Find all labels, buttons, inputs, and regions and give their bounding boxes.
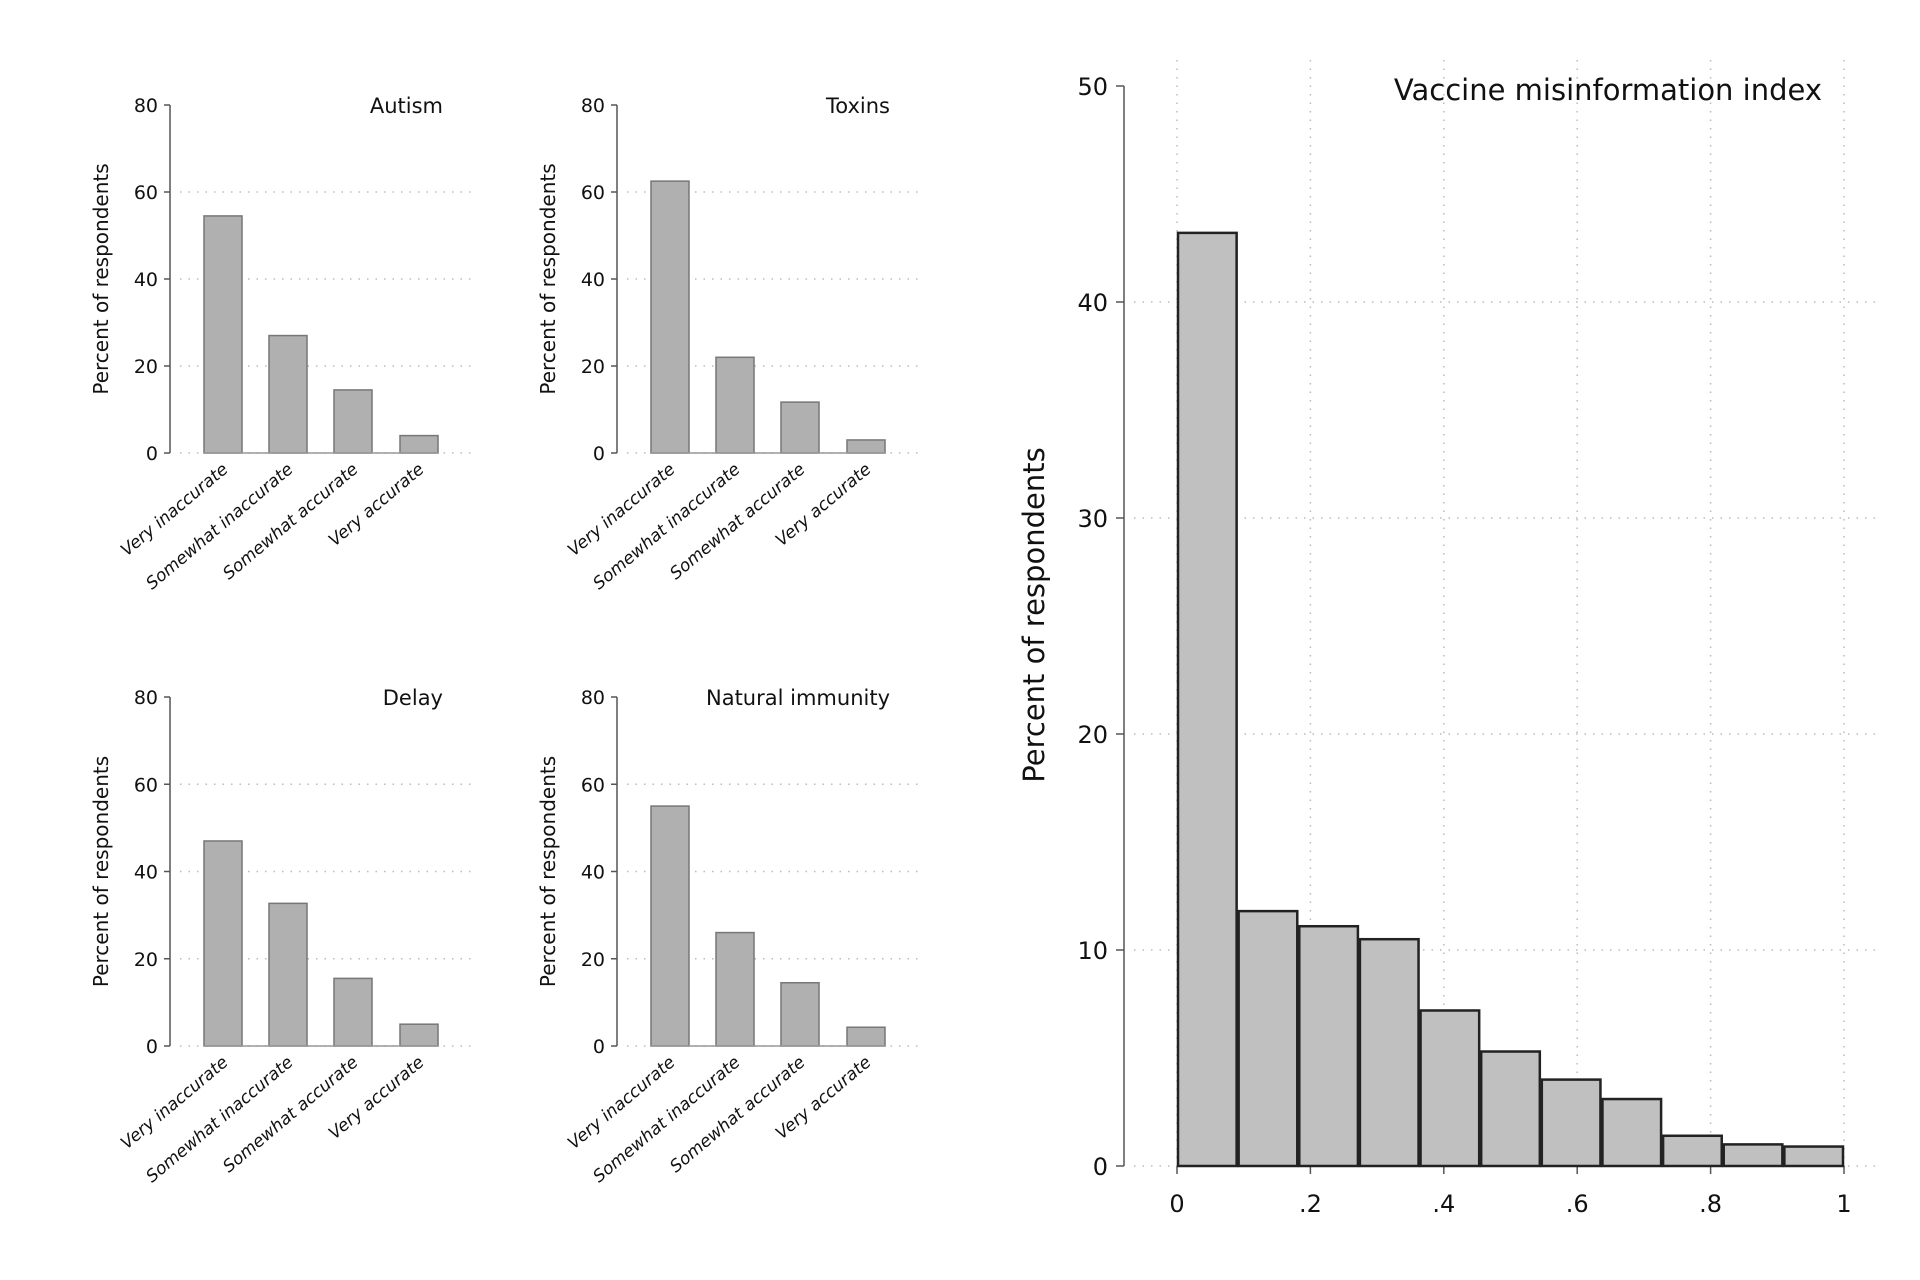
y-tick-label: 0 — [1093, 1153, 1108, 1181]
x-tick-label: .4 — [1432, 1190, 1455, 1218]
y-tick-label: 0 — [593, 443, 605, 465]
histogram-bar — [1419, 1009, 1481, 1168]
bar — [268, 334, 308, 454]
y-tick-label: 10 — [1077, 937, 1108, 965]
bar — [203, 215, 243, 454]
y-tick-label: 20 — [1077, 721, 1108, 749]
bar — [715, 931, 755, 1047]
y-tick-label: 80 — [134, 95, 158, 117]
x-tick-label: Very inaccurate — [117, 460, 232, 561]
x-tick-label: Very inaccurate — [117, 1053, 232, 1154]
bar — [333, 977, 373, 1047]
bar — [715, 356, 755, 454]
x-tick-label: .2 — [1299, 1190, 1322, 1218]
panel-title: Natural immunity — [706, 686, 890, 710]
bar — [399, 1023, 439, 1047]
y-tick-label: 60 — [581, 774, 605, 796]
y-tick-label: 60 — [581, 182, 605, 204]
bar — [399, 434, 439, 454]
x-tick-label: 1 — [1836, 1190, 1851, 1218]
histogram-bar — [1661, 1134, 1723, 1168]
y-axis-label: Percent of respondents — [536, 756, 560, 987]
chart-title: Vaccine misinformation index — [1394, 73, 1822, 107]
bar — [780, 401, 820, 454]
y-axis-label: Percent of respondents — [89, 163, 113, 394]
histogram-bar — [1722, 1143, 1784, 1168]
histogram-bar — [1783, 1145, 1845, 1168]
y-tick-label: 40 — [581, 269, 605, 291]
bar — [780, 981, 820, 1047]
y-axis-label: Percent of respondents — [89, 756, 113, 987]
bar — [846, 1026, 886, 1047]
y-tick-label: 80 — [134, 687, 158, 709]
histogram-bar — [1298, 924, 1360, 1168]
bar — [203, 840, 243, 1047]
y-axis-label: Percent of respondents — [536, 163, 560, 394]
y-tick-label: 80 — [581, 687, 605, 709]
y-tick-label: 20 — [581, 949, 605, 971]
y-tick-label: 20 — [134, 949, 158, 971]
panel-title: Delay — [383, 686, 443, 710]
bar — [846, 439, 886, 454]
y-tick-label: 60 — [134, 182, 158, 204]
histogram-bar — [1176, 231, 1238, 1168]
y-tick-label: 40 — [134, 269, 158, 291]
x-tick-label: Very inaccurate — [564, 1053, 679, 1154]
panel-title: Toxins — [825, 94, 890, 118]
bar — [650, 805, 690, 1047]
y-tick-label: 20 — [134, 356, 158, 378]
y-tick-label: 0 — [593, 1036, 605, 1058]
y-tick-label: 80 — [581, 95, 605, 117]
histogram-bar — [1237, 909, 1299, 1168]
y-axis-label: Percent of respondents — [1017, 447, 1051, 782]
y-tick-label: 0 — [146, 1036, 158, 1058]
y-tick-label: 40 — [581, 862, 605, 884]
x-tick-label: 0 — [1169, 1190, 1184, 1218]
y-tick-label: 40 — [134, 862, 158, 884]
histogram-bar — [1479, 1050, 1542, 1168]
y-tick-label: 0 — [146, 443, 158, 465]
x-tick-label: Very inaccurate — [564, 460, 679, 561]
histogram-bar — [1601, 1097, 1663, 1168]
y-tick-label: 50 — [1077, 73, 1108, 101]
bar — [268, 902, 308, 1047]
y-tick-label: 60 — [134, 774, 158, 796]
panel-title: Autism — [370, 94, 443, 118]
x-tick-label: .6 — [1566, 1190, 1589, 1218]
bar — [650, 180, 690, 454]
y-tick-label: 30 — [1077, 505, 1108, 533]
histogram-bar — [1540, 1078, 1602, 1168]
y-tick-label: 40 — [1077, 289, 1108, 317]
y-tick-label: 20 — [581, 356, 605, 378]
histogram-bar — [1358, 937, 1420, 1168]
x-tick-label: .8 — [1699, 1190, 1722, 1218]
bar — [333, 389, 373, 454]
